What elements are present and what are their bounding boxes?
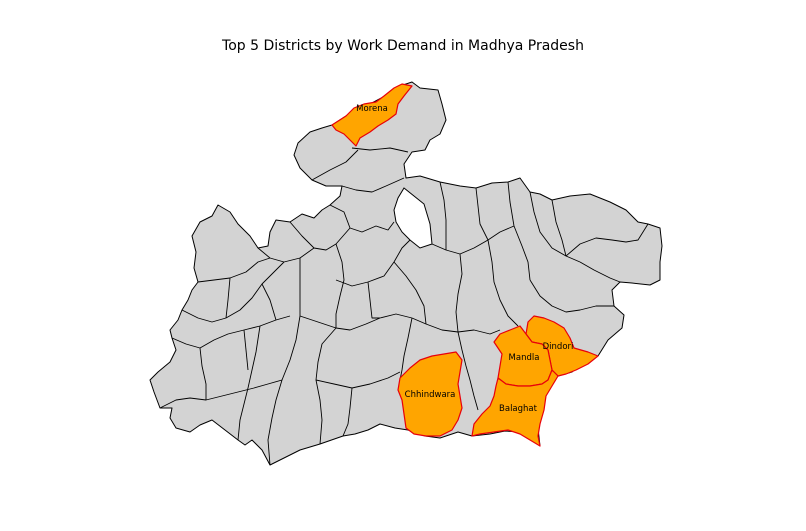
white-gap bbox=[393, 187, 433, 249]
district-chhindwara bbox=[397, 351, 463, 437]
label-chhindwara: Chhindwara bbox=[405, 390, 456, 400]
label-mandla: Mandla bbox=[509, 353, 540, 363]
district-balaghat bbox=[471, 369, 559, 447]
label-balaghat: Balaghat bbox=[499, 404, 538, 414]
label-morena: Morena bbox=[356, 104, 388, 114]
district-morena bbox=[331, 83, 413, 147]
map-title: Top 5 Districts by Work Demand in Madhya… bbox=[222, 38, 584, 54]
label-dindori: Dindori bbox=[543, 342, 574, 352]
district-boundaries bbox=[159, 147, 649, 466]
